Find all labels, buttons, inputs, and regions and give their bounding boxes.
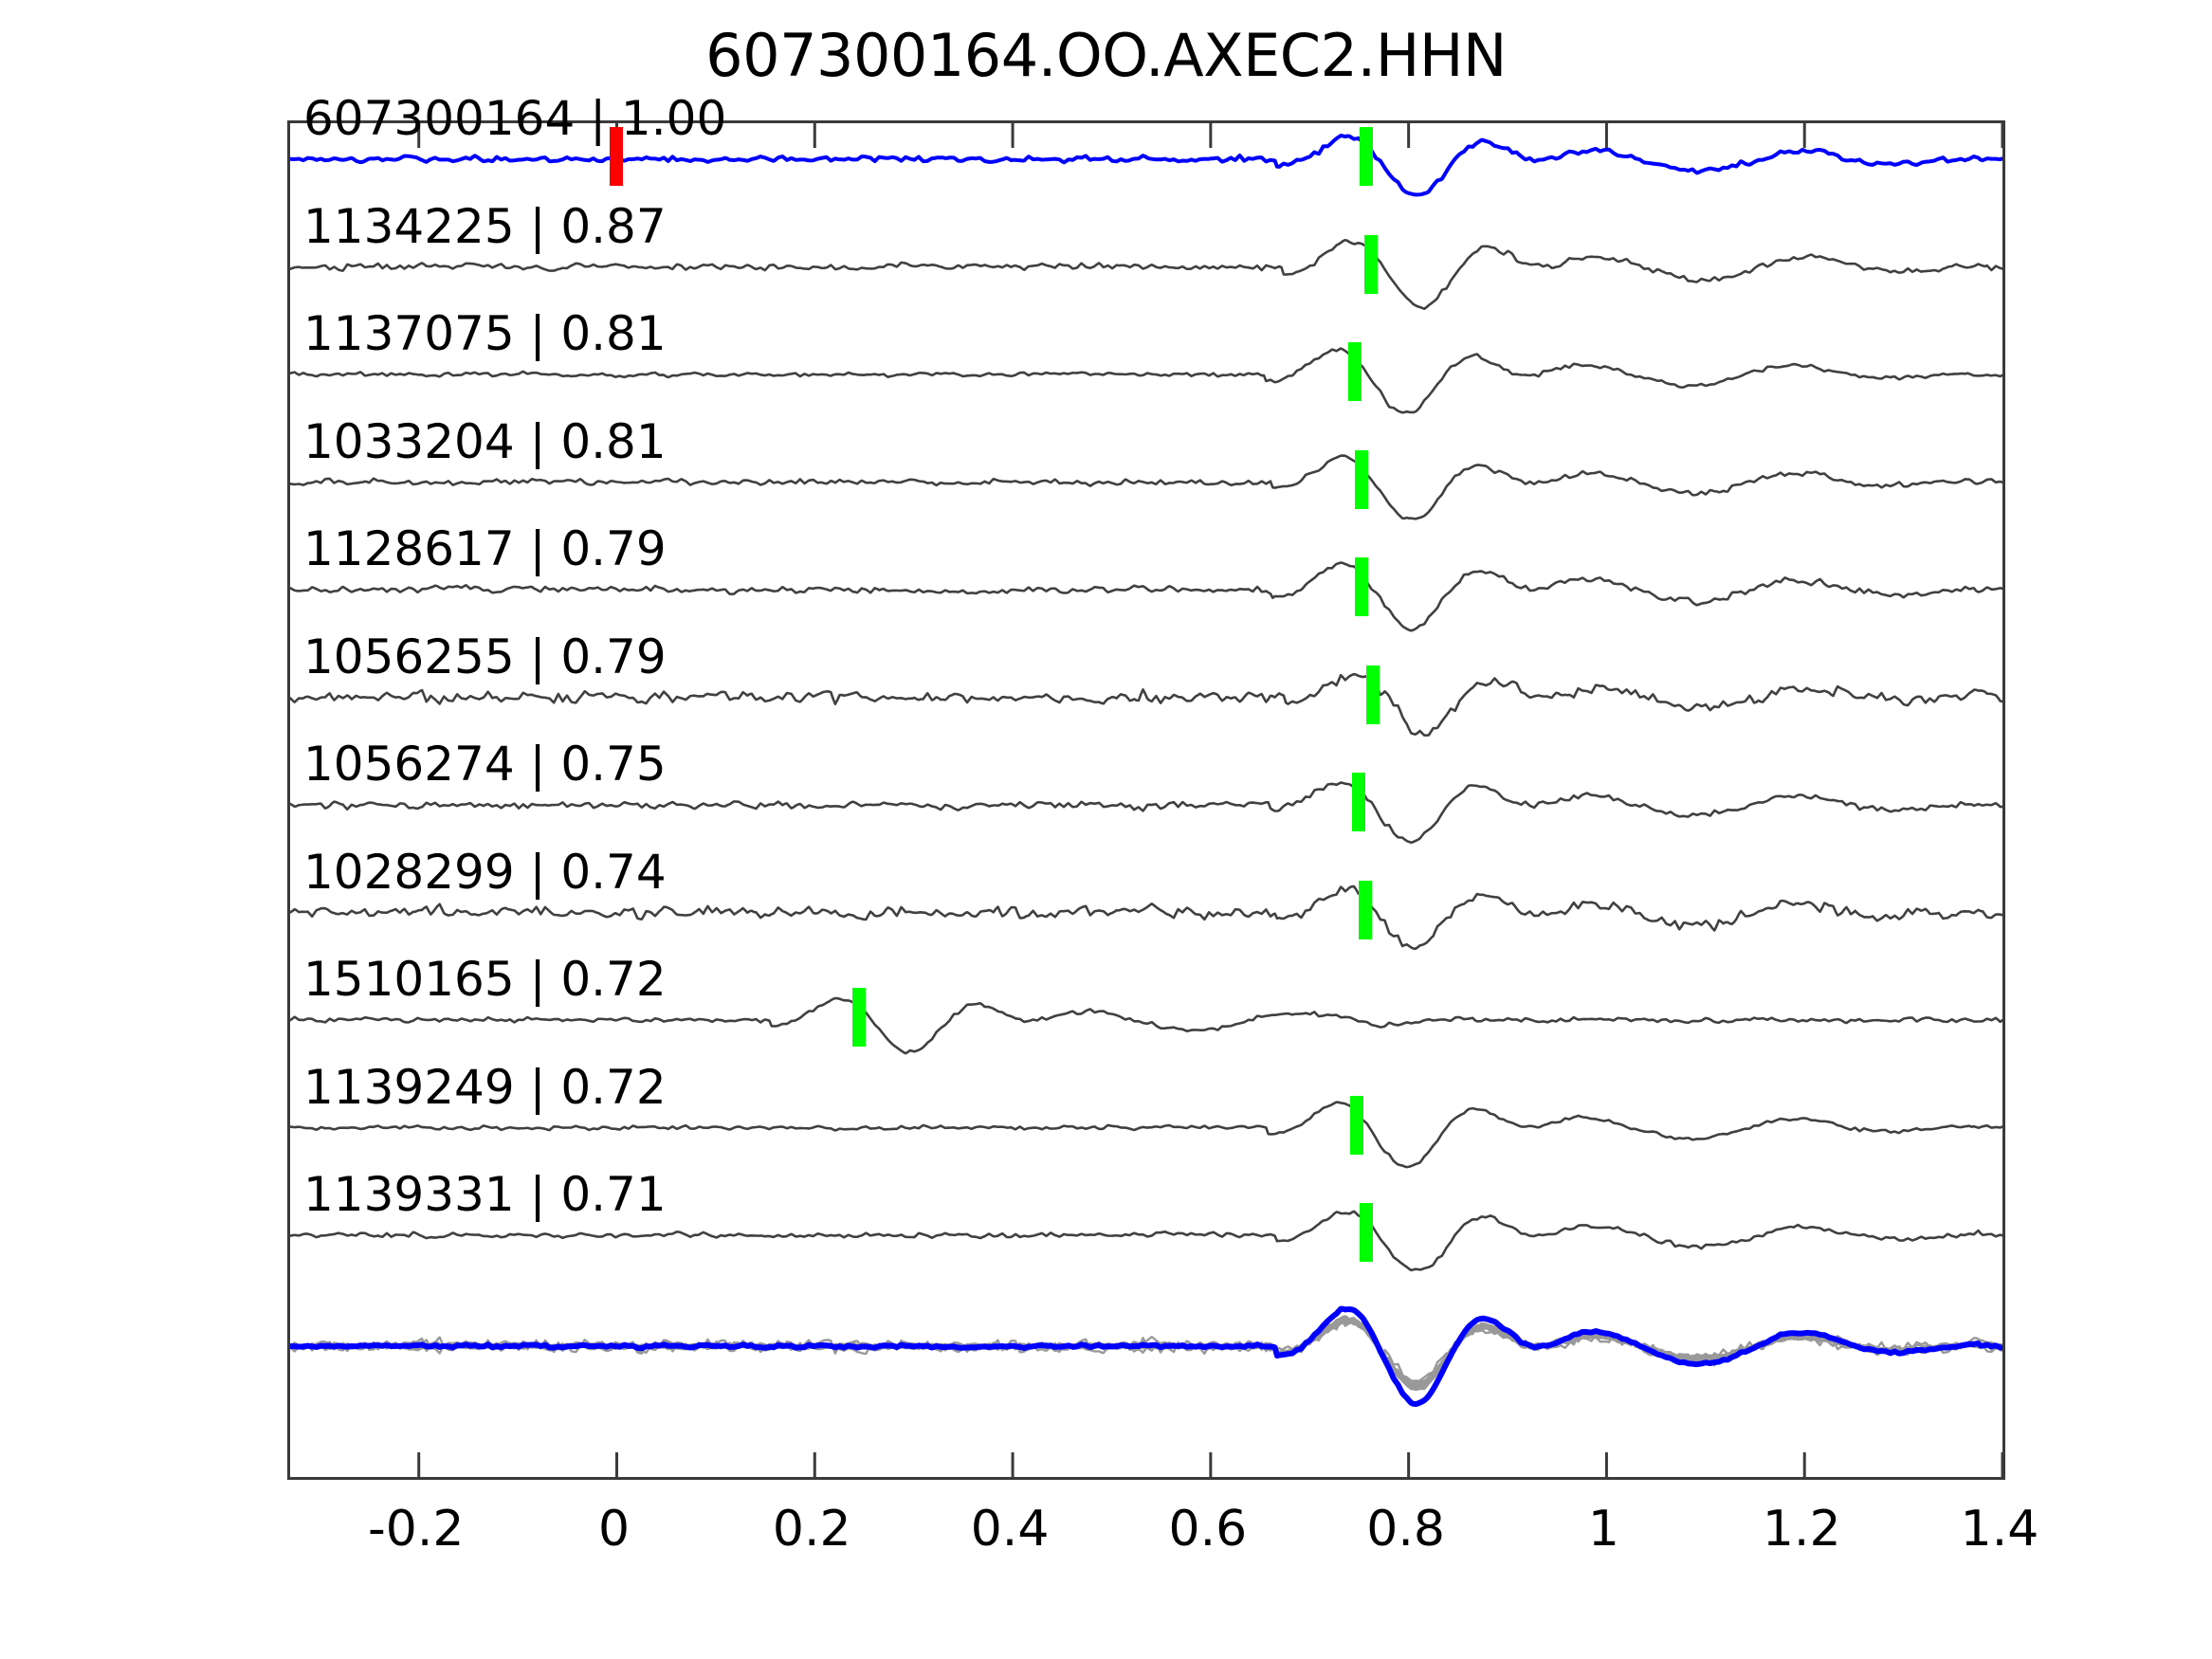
trace-label: 1128617 | 0.79 [303, 521, 667, 576]
phase-pick-marker [1354, 557, 1368, 616]
x-axis-tick-label: 0 [597, 1501, 631, 1558]
waveform-trace [290, 238, 2002, 311]
phase-pick-marker [1348, 342, 1362, 401]
trace-label: 1033204 | 0.81 [303, 413, 667, 469]
waveform-trace [290, 454, 2002, 520]
trace-label: 1137075 | 0.81 [303, 306, 667, 361]
origin-time-marker [610, 127, 624, 186]
phase-pick-marker [1366, 665, 1380, 724]
trace-label: 1056255 | 0.79 [303, 629, 667, 684]
x-axis-tick-label: 1.4 [1960, 1501, 2039, 1558]
waveform-trace [290, 1101, 2002, 1169]
trace-label: 1510165 | 0.72 [303, 952, 667, 1007]
waveform-trace [290, 347, 2002, 414]
x-axis-tick-label: 1 [1587, 1501, 1619, 1558]
trace-label: 1028299 | 0.74 [303, 844, 667, 900]
x-axis-tick-label: 0.6 [1168, 1501, 1248, 1558]
phase-pick-marker [1352, 773, 1366, 831]
phase-pick-marker [1363, 234, 1378, 294]
x-axis-tick-label: 0.8 [1366, 1501, 1445, 1558]
phase-pick-marker [1358, 880, 1372, 939]
trace-label: 607300164 | 1.00 [303, 91, 727, 146]
waveform-trace [290, 561, 2002, 632]
x-axis-tick-label: 1.2 [1762, 1501, 1841, 1558]
x-axis-tick-label: -0.2 [367, 1501, 465, 1558]
trace-label: 1056274 | 0.75 [303, 737, 667, 792]
x-axis-tick-label: 0.2 [772, 1501, 851, 1558]
trace-label: 1139331 | 0.71 [303, 1167, 667, 1222]
stack-mean-trace [290, 1305, 2002, 1408]
waveform-trace [290, 1210, 2002, 1272]
waveform-trace [290, 996, 2002, 1055]
waveform-trace [290, 884, 2002, 951]
phase-pick-marker [1354, 449, 1368, 509]
trace-label: 1139249 | 0.72 [303, 1059, 667, 1115]
waveform-canvas [290, 123, 2002, 1477]
phase-pick-marker [1359, 127, 1373, 186]
phase-pick-marker [852, 988, 867, 1047]
waveform-trace [290, 781, 2002, 845]
phase-pick-marker [1359, 1203, 1373, 1262]
page-title: 607300164.OO.AXEC2.HHN [705, 21, 1507, 90]
plot-area: 607300164 | 1.00 1134225 | 0.87 1137075 | … [287, 91, 2005, 1480]
phase-pick-marker [1350, 1095, 1364, 1155]
waveform-trace [290, 134, 2002, 197]
x-axis-tick-label: 0.4 [970, 1501, 1050, 1558]
trace-label: 1134225 | 0.87 [303, 198, 667, 254]
waveform-trace [290, 672, 2002, 737]
